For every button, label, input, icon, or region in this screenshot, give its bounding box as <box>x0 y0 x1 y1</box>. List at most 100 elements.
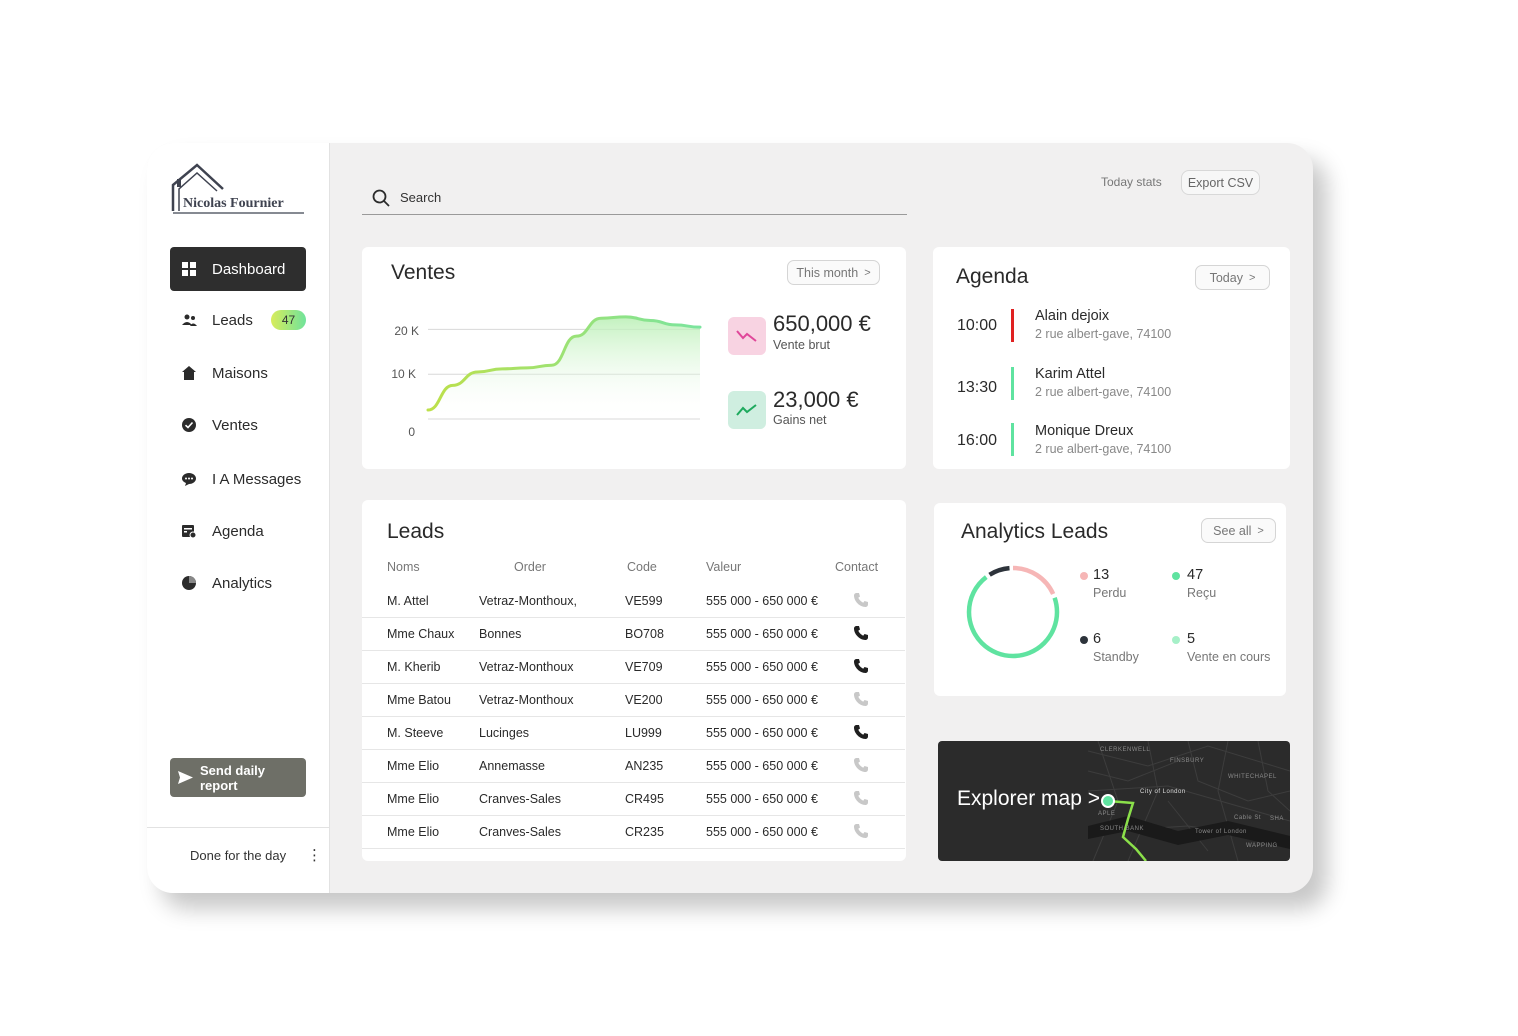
phone-icon[interactable] <box>853 691 869 707</box>
send-daily-report-label: Send daily report <box>200 762 266 793</box>
gains-net-label: Gains net <box>773 413 827 427</box>
legend-value-vente-en-cours: 5 <box>1187 631 1196 647</box>
donut-segment-perdu <box>966 565 1060 659</box>
y-tick-label: 20 K <box>394 324 419 338</box>
phone-icon[interactable] <box>853 658 869 674</box>
grid-icon <box>181 261 197 277</box>
legend-value-perdu: 13 <box>1093 567 1110 583</box>
agenda-status-bar <box>1011 423 1014 456</box>
map-label: Tower of London <box>1195 829 1247 835</box>
leads-card: Leads Noms Order Code Valeur Contact M. … <box>362 500 906 861</box>
phone-icon[interactable] <box>853 625 869 641</box>
column-header[interactable]: Contact <box>835 560 879 574</box>
sidebar-item-label: I A Messages <box>212 470 302 488</box>
sidebar-item-dashboard[interactable]: Dashboard <box>170 247 306 291</box>
legend-dot-vente-en-cours <box>1172 636 1180 644</box>
legend-label-perdu: Perdu <box>1093 586 1127 600</box>
chart-series-line <box>426 315 702 412</box>
phone-icon[interactable] <box>853 790 869 806</box>
sidebar-item-label: Analytics <box>212 574 273 592</box>
ventes-title: Ventes <box>391 261 456 284</box>
leads-donut-chart <box>966 565 1060 659</box>
gains-net-value: 23,000 € <box>773 387 859 412</box>
explorer-map-link[interactable]: Explorer map > <box>957 787 1100 811</box>
check-circle-icon <box>181 417 197 433</box>
map-label: City of London <box>1140 789 1186 795</box>
y-tick-label: 10 K <box>391 367 416 381</box>
today-stats-label[interactable]: Today stats <box>1101 175 1162 189</box>
map-label: APLE <box>1098 811 1116 817</box>
table-row[interactable]: Mme Elio Cranves-Sales CR235 555 000 - 650 … <box>362 816 905 849</box>
lead-code-cell: VE200 <box>625 693 663 707</box>
table-row[interactable]: M. Kherib Vetraz-Monthoux VE709 555 000 - 6… <box>362 651 905 684</box>
house-icon <box>181 365 197 381</box>
sidebar-item-label: Leads <box>212 311 253 329</box>
phone-icon[interactable] <box>853 724 869 740</box>
sidebar-item-label: Agenda <box>212 522 264 540</box>
lead-name-cell: Mme Elio <box>387 792 440 806</box>
phone-icon[interactable] <box>853 823 869 839</box>
sidebar-item-analytics[interactable]: Analytics <box>170 561 306 605</box>
legend-dot-recu <box>1172 572 1180 580</box>
sidebar-item-leads[interactable]: Leads 47 <box>170 298 306 342</box>
lead-order-cell: Cranves-Sales <box>479 792 561 806</box>
analytics-leads-card: Analytics Leads See all > 13 Perdu 47 Re… <box>934 503 1286 696</box>
vente-brut-label: Vente brut <box>773 338 830 352</box>
today-filter-label: Today <box>1209 270 1243 285</box>
more-options-icon[interactable]: ⋮ <box>307 847 322 864</box>
legend-value-recu: 47 <box>1187 567 1204 583</box>
search-icon <box>372 189 390 207</box>
search-bar[interactable] <box>362 181 907 215</box>
explorer-map-title: Explorer map <box>957 787 1082 810</box>
sidebar-item-ia-messages[interactable]: I A Messages <box>170 457 306 501</box>
lead-order-cell: Cranves-Sales <box>479 825 561 839</box>
see-all-button[interactable]: See all > <box>1201 518 1276 543</box>
phone-icon[interactable] <box>853 757 869 773</box>
status-text: Done for the day <box>190 848 287 863</box>
lead-value-cell: 555 000 - 650 000 € <box>706 660 818 674</box>
this-month-label: This month <box>796 265 859 280</box>
brand-name: Nicolas Fournier <box>183 196 284 211</box>
trend-up-icon <box>728 391 766 429</box>
table-row[interactable]: Mme Elio Cranves-Sales CR495 555 000 - 650 … <box>362 783 905 816</box>
chat-icon <box>181 471 197 487</box>
phone-icon[interactable] <box>853 592 869 608</box>
chevron-right-icon: > <box>864 266 871 279</box>
explorer-map-card[interactable]: CLERKENWELL FINSBURY WHITECHAPEL City of… <box>938 741 1290 861</box>
lead-code-cell: CR495 <box>625 792 664 806</box>
export-csv-button[interactable]: Export CSV <box>1181 170 1260 195</box>
legend-label-standby: Standby <box>1093 650 1139 664</box>
lead-value-cell: 555 000 - 650 000 € <box>706 792 818 806</box>
table-row[interactable]: Mme Elio Annemasse AN235 555 000 - 650 000 … <box>362 750 905 783</box>
sidebar-item-ventes[interactable]: Ventes <box>170 403 306 447</box>
brand-logo[interactable]: Nicolas Fournier <box>171 163 306 217</box>
map-label: WHITECHAPEL <box>1228 774 1277 780</box>
sidebar: Nicolas Fournier Dashboard Leads 47 Mais… <box>147 143 330 893</box>
column-header[interactable]: Noms <box>387 560 420 574</box>
send-daily-report-button[interactable]: Send daily report <box>170 758 306 797</box>
lead-order-cell: Vetraz-Monthoux <box>479 693 574 707</box>
this-month-filter[interactable]: This month > <box>787 260 880 285</box>
map-label: FINSBURY <box>1170 758 1205 764</box>
table-row[interactable]: M. Steeve Lucinges LU999 555 000 - 650 000 … <box>362 717 905 750</box>
search-input[interactable] <box>400 190 880 205</box>
chevron-right-icon: > <box>1248 271 1256 284</box>
lead-order-cell: Vetraz-Monthoux <box>479 660 574 674</box>
lead-name-cell: M. Attel <box>387 594 429 608</box>
column-header[interactable]: Valeur <box>706 560 742 574</box>
lead-order-cell: Vetraz-Monthoux, <box>479 594 577 608</box>
lead-value-cell: 555 000 - 650 000 € <box>706 693 818 707</box>
sidebar-item-agenda[interactable]: Agenda <box>170 509 306 553</box>
lead-code-cell: BO708 <box>625 627 664 641</box>
sidebar-item-maisons[interactable]: Maisons <box>170 351 306 395</box>
legend-value-standby: 6 <box>1093 631 1102 647</box>
today-filter[interactable]: Today > <box>1195 265 1270 290</box>
column-header[interactable]: Order <box>514 560 546 574</box>
table-row[interactable]: Mme Batou Vetraz-Monthoux VE200 555 000 - 6… <box>362 684 905 717</box>
table-row[interactable]: Mme Chaux Bonnes BO708 555 000 - 650 000 € <box>362 618 905 651</box>
table-row[interactable]: M. Attel Vetraz-Monthoux, VE599 555 000 - 6… <box>362 585 905 618</box>
analytics-title: Analytics Leads <box>961 520 1109 543</box>
map-label: Cable St <box>1234 815 1262 821</box>
chevron-right-icon: > <box>1087 787 1100 810</box>
column-header[interactable]: Code <box>627 560 657 574</box>
